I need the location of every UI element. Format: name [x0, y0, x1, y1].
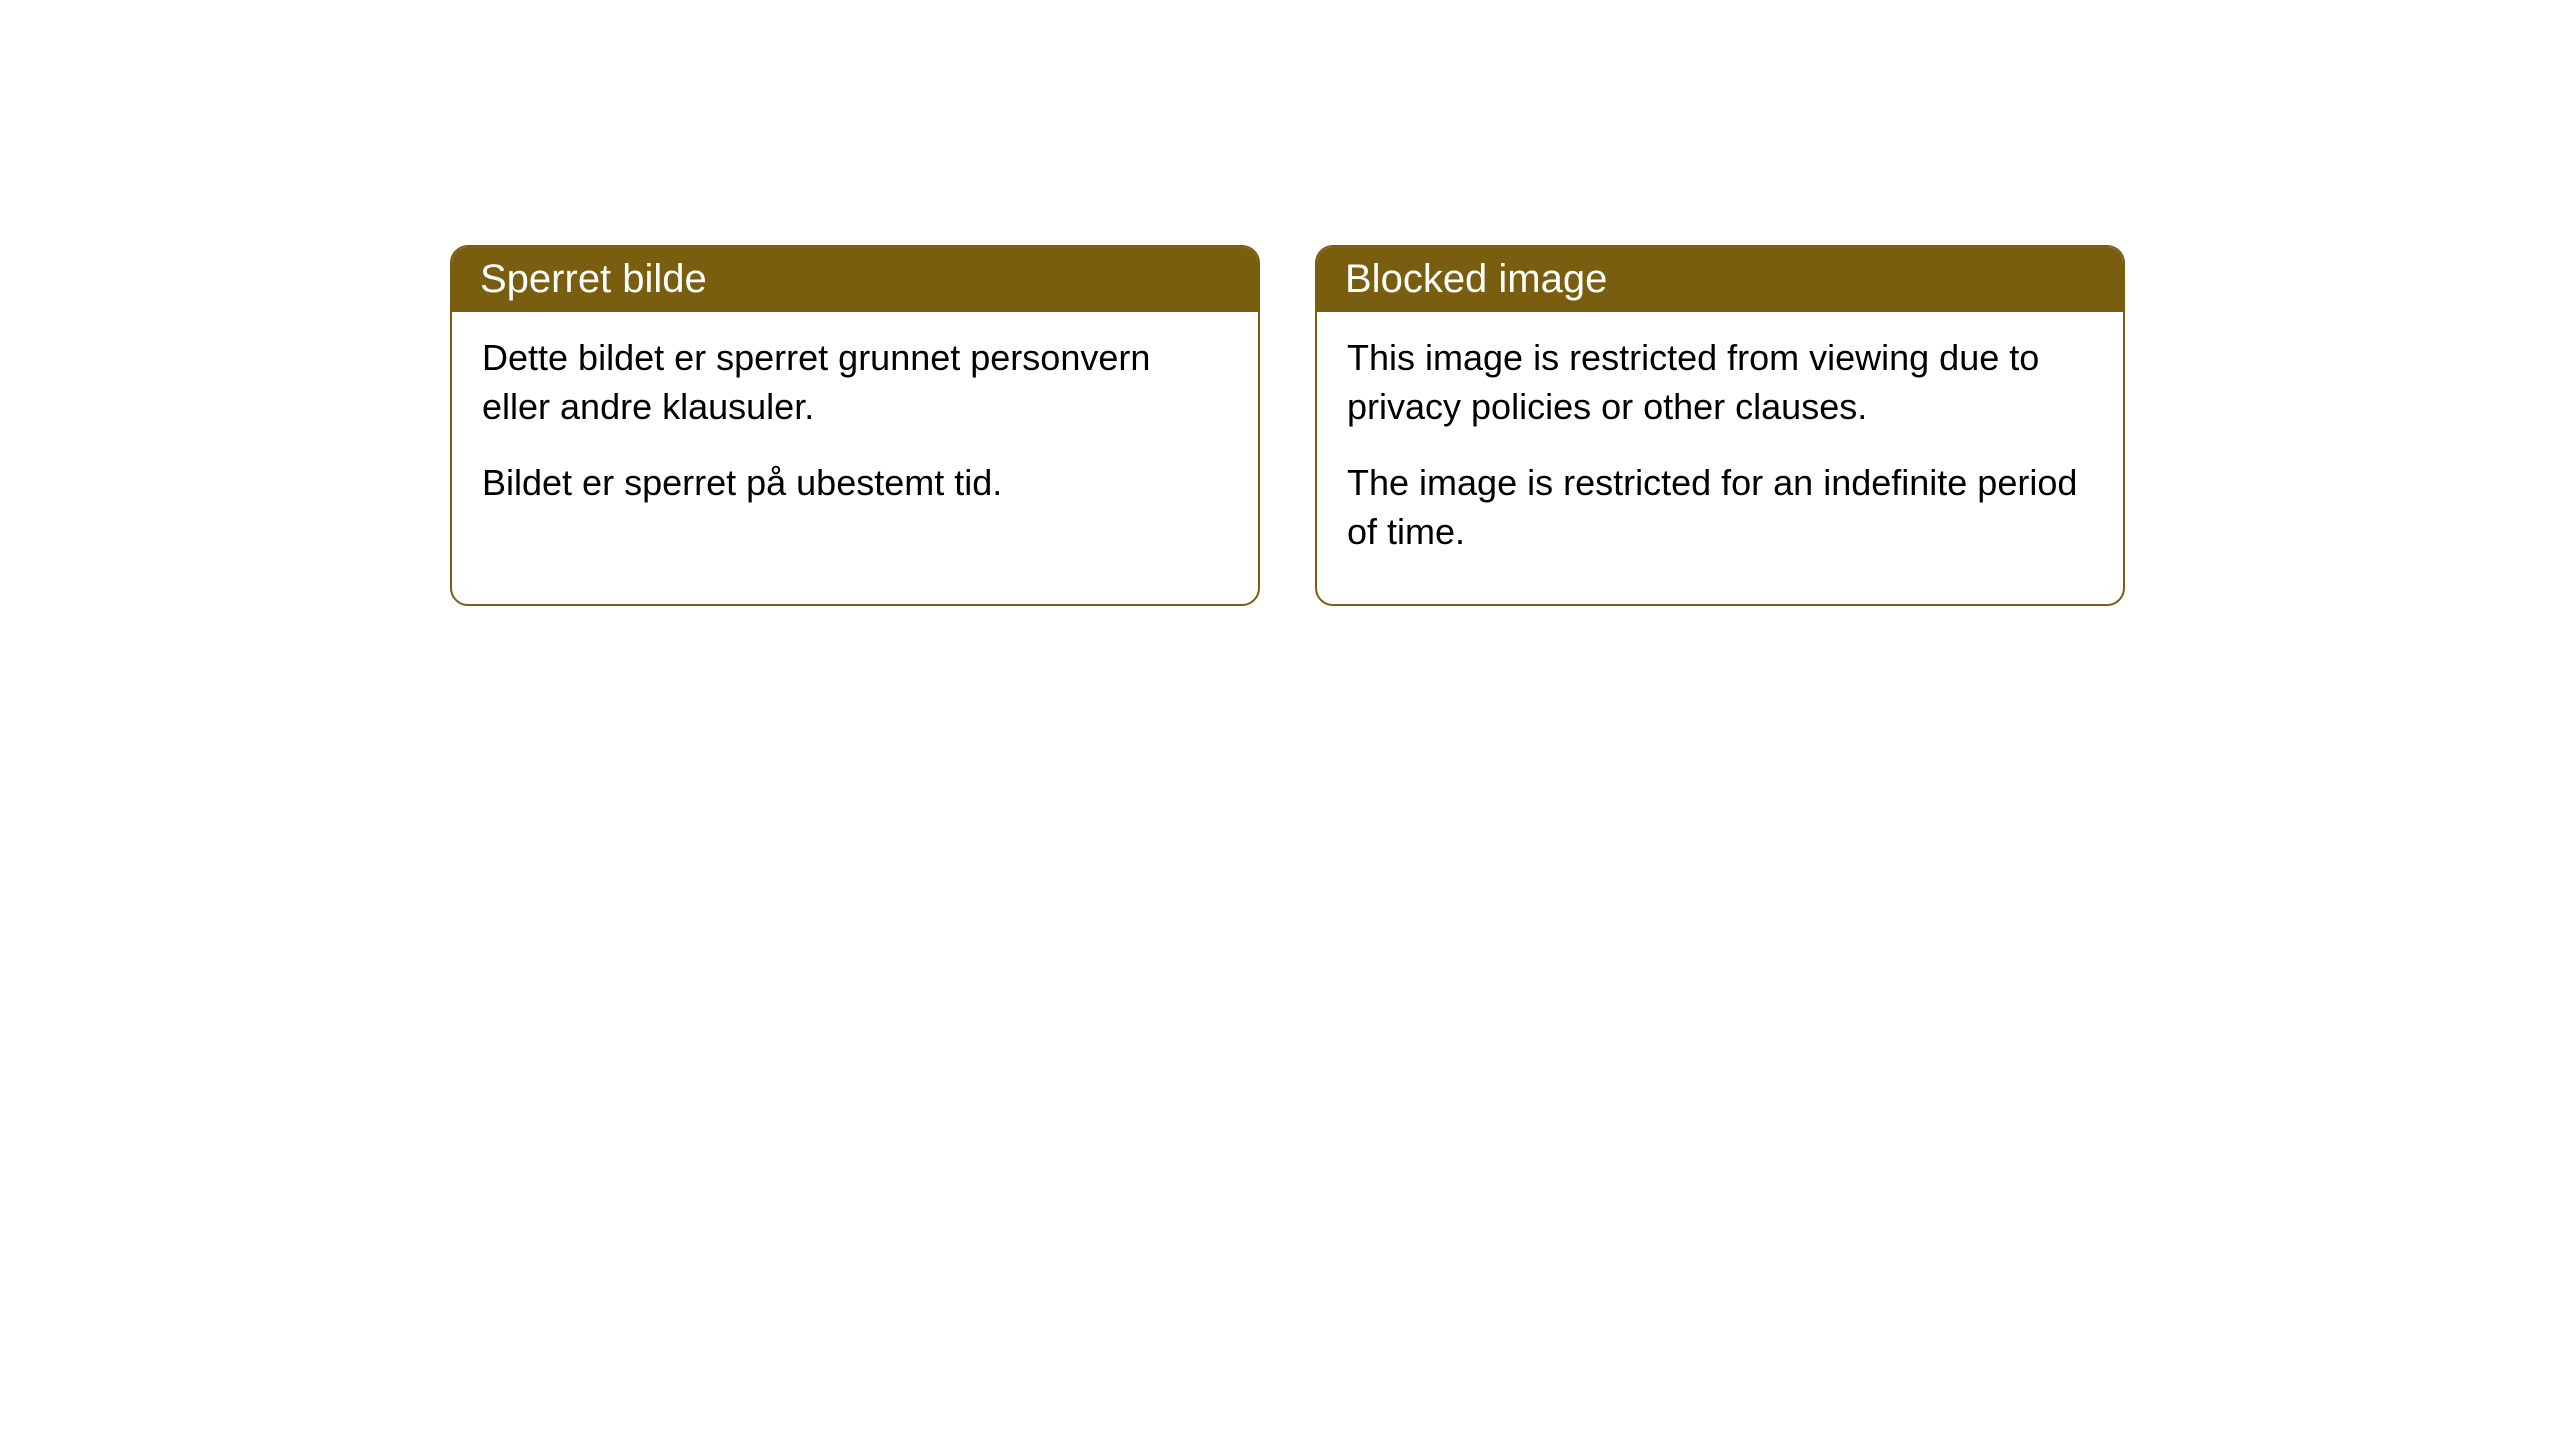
notice-card-norwegian: Sperret bilde Dette bildet er sperret gr… [450, 245, 1260, 606]
card-title: Blocked image [1345, 257, 1607, 301]
card-body: This image is restricted from viewing du… [1317, 312, 2123, 604]
card-body: Dette bildet er sperret grunnet personve… [452, 312, 1258, 556]
card-title: Sperret bilde [480, 257, 707, 301]
notice-cards-container: Sperret bilde Dette bildet er sperret gr… [450, 245, 2125, 606]
card-paragraph-2: The image is restricted for an indefinit… [1347, 459, 2093, 556]
card-paragraph-1: Dette bildet er sperret grunnet personve… [482, 334, 1228, 431]
notice-card-english: Blocked image This image is restricted f… [1315, 245, 2125, 606]
card-header: Sperret bilde [452, 247, 1258, 312]
card-header: Blocked image [1317, 247, 2123, 312]
card-paragraph-2: Bildet er sperret på ubestemt tid. [482, 459, 1228, 508]
card-paragraph-1: This image is restricted from viewing du… [1347, 334, 2093, 431]
